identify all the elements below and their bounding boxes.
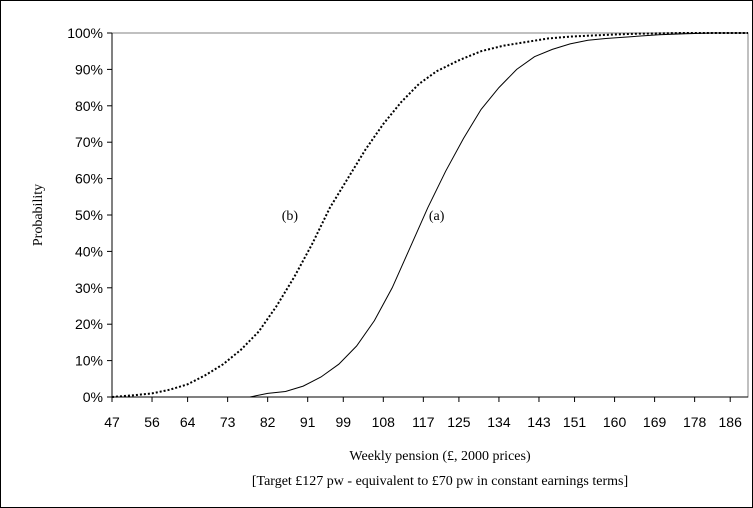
x-tick-label: 56 — [144, 414, 160, 430]
x-tick-label: 125 — [447, 414, 471, 430]
x-tick-label: 99 — [335, 414, 351, 430]
x-axis-label: Weekly pension (£, 2000 prices) — [349, 449, 531, 464]
y-tick-label: 50% — [75, 207, 103, 223]
y-axis-label: Probability — [31, 184, 46, 246]
y-tick-label: 70% — [75, 134, 103, 150]
x-tick-label: 82 — [260, 414, 276, 430]
x-tick-label: 47 — [104, 414, 120, 430]
x-tick-label: 186 — [719, 414, 743, 430]
x-tick-label: 91 — [300, 414, 316, 430]
x-tick-label: 169 — [643, 414, 667, 430]
y-tick-label: 40% — [75, 243, 103, 259]
y-tick-label: 80% — [75, 98, 103, 114]
x-tick-label: 73 — [220, 414, 236, 430]
series-annotation-b: (b) — [282, 209, 299, 224]
y-tick-label: 10% — [75, 353, 103, 369]
x-tick-label: 108 — [372, 414, 396, 430]
series-annotation-a: (a) — [429, 209, 445, 224]
series-line-a — [112, 32, 748, 398]
x-tick-label: 151 — [563, 414, 587, 430]
x-tick-label: 143 — [527, 414, 551, 430]
target-note: [Target £127 pw - equivalent to £70 pw i… — [252, 474, 628, 489]
y-tick-label: 0% — [83, 389, 103, 405]
y-tick-label: 60% — [75, 171, 103, 187]
x-tick-label: 117 — [412, 414, 435, 430]
x-tick-label: 178 — [683, 414, 707, 430]
y-tick-label: 90% — [75, 61, 103, 77]
series-line-b — [111, 32, 748, 398]
y-tick-label: 100% — [67, 25, 103, 41]
x-tick-label: 160 — [603, 414, 627, 430]
y-tick-label: 30% — [75, 280, 103, 296]
x-tick-label: 64 — [180, 414, 196, 430]
y-tick-label: 20% — [75, 316, 103, 332]
x-tick-label: 134 — [487, 414, 511, 430]
plot-area: 0% 10% 20% 30% 40% 50% 60% 70% 80% 90% 100% 47 56 64 7… — [67, 25, 749, 430]
